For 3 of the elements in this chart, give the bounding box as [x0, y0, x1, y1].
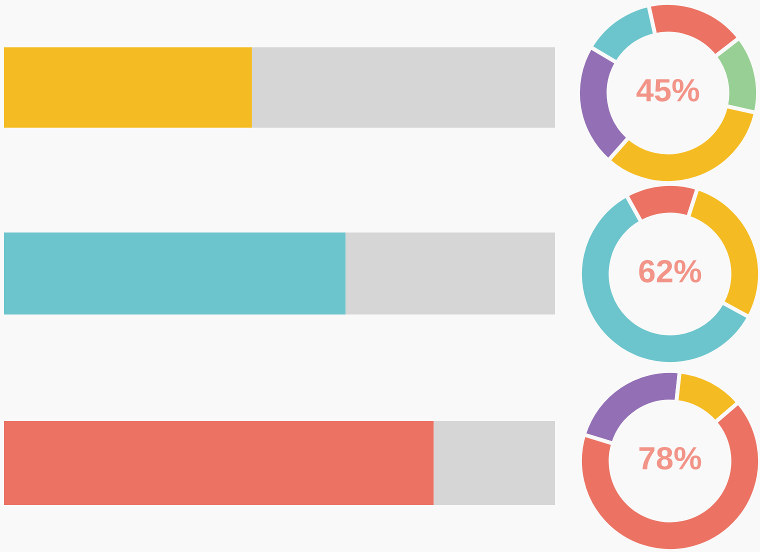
text: 78%: [639, 446, 702, 470]
text: 62%: [639, 260, 702, 283]
text: 45%: [636, 79, 700, 102]
